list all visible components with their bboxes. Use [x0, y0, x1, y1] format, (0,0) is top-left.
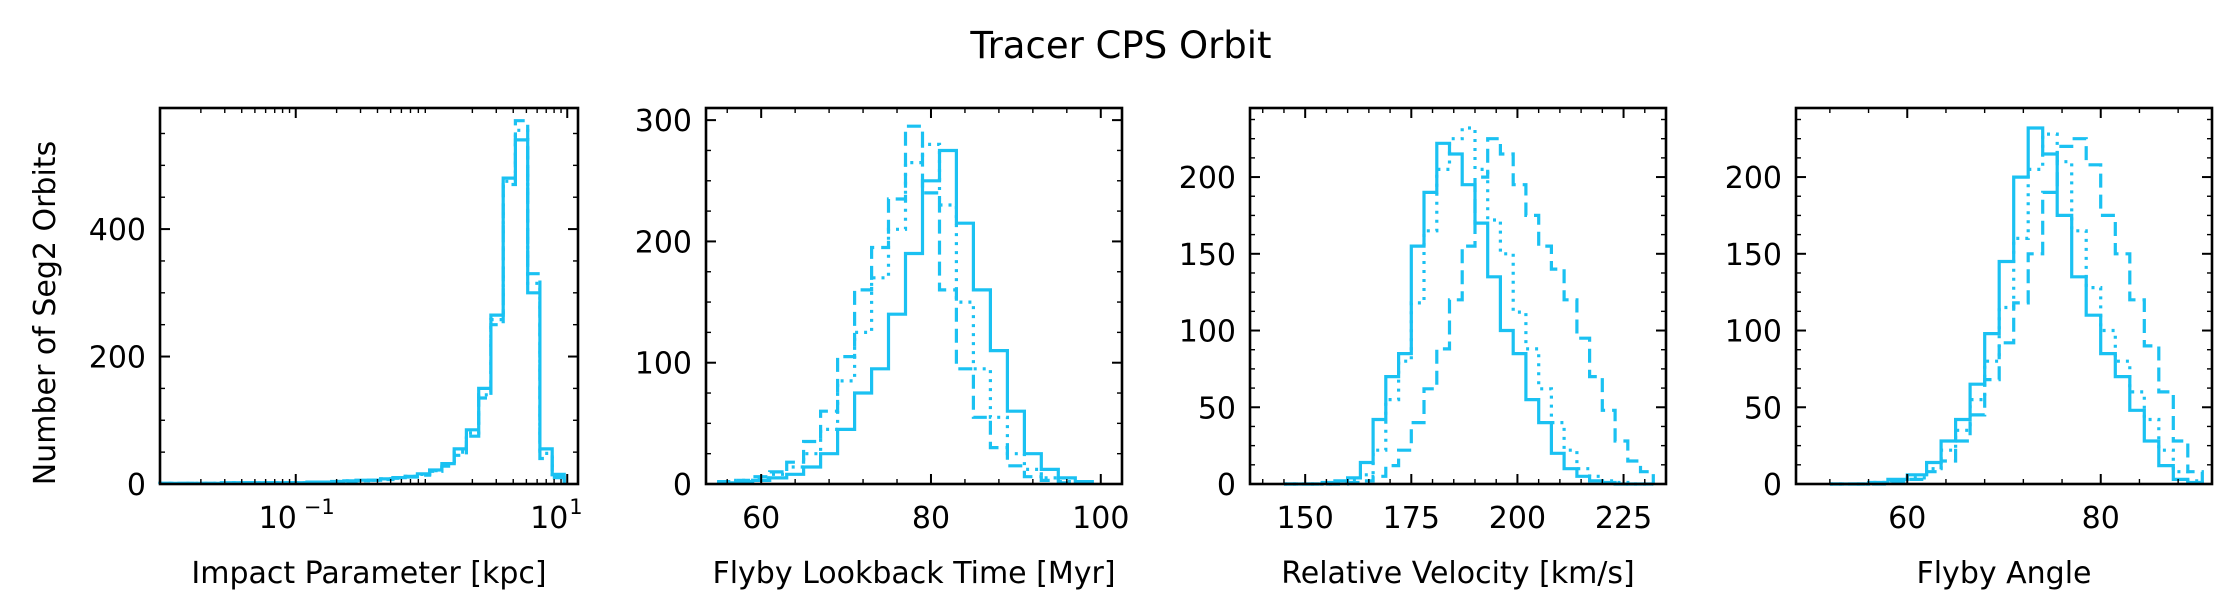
histogram-dotted-line [1829, 132, 2204, 486]
histogram-dashed-line [1284, 137, 1655, 486]
y-tick-label: 50 [1744, 391, 1782, 426]
y-tick-label: 50 [1198, 391, 1236, 426]
y-tick-label: 100 [635, 347, 692, 382]
histogram-solid-line [1829, 126, 2204, 486]
x-tick-label: 60 [1888, 501, 1926, 536]
panel-relative-velocity-km-s: 0 50 100 150 200 150 175 200 225 Relative Velocit… [1179, 106, 1668, 591]
shared-y-axis-label: Number of Seg2 Orbits [28, 141, 63, 485]
histogram-dotted-line [158, 128, 566, 485]
x-tick-label: 175 [1383, 501, 1440, 536]
x-tick-label: 100 [1072, 501, 1129, 536]
y-tick-label: 200 [1179, 161, 1236, 196]
x-axis-label: Flyby Angle [1916, 556, 2091, 591]
axes-frame [158, 106, 580, 486]
y-tick-label: 0 [127, 468, 146, 503]
histogram-dashed-line [717, 124, 1094, 485]
y-tick-label: 150 [1179, 238, 1236, 273]
series-group [717, 124, 1094, 485]
y-tick-label: 400 [89, 213, 146, 248]
x-tick-label: 200 [1489, 501, 1546, 536]
series-group [1284, 126, 1655, 486]
axes-frame [1248, 106, 1668, 486]
x-tick-label: 80 [2082, 501, 2120, 536]
y-tick-label: 100 [1725, 315, 1782, 350]
axes-frame [704, 106, 1124, 486]
x-axis-label: Flyby Lookback Time [Myr] [712, 556, 1115, 591]
y-tick-label: 200 [635, 225, 692, 260]
series-group [1829, 126, 2204, 486]
y-tick-label: 0 [673, 468, 692, 503]
x-axis-label: Relative Velocity [km/s] [1281, 556, 1634, 591]
x-tick-label: 10 [530, 501, 568, 536]
x-tick-label-exponent: 1 [569, 495, 582, 519]
axes-frame [1794, 106, 2214, 486]
panel-flyby-lookback-time-myr: 0 100 200 300 60 80 100 Flyby Lookback Time [My… [635, 104, 1130, 591]
ticks: 0 50 100 150 200 60 80 [1725, 108, 2212, 536]
x-tick-label: 80 [912, 501, 950, 536]
ticks: 0 50 100 150 200 150 175 200 225 [1179, 108, 1667, 536]
figure-title: Tracer CPS Orbit [969, 24, 1271, 67]
y-tick-label: 300 [635, 104, 692, 139]
y-tick-label: 200 [89, 341, 146, 376]
x-tick-label: 225 [1595, 501, 1652, 536]
histogram-solid-line [1284, 141, 1654, 486]
series-group [158, 119, 566, 485]
x-axis-label: Impact Parameter [kpc] [191, 556, 546, 591]
histogram-solid-line [717, 148, 1094, 485]
y-tick-label: 0 [1763, 468, 1782, 503]
x-tick-label: 10 [259, 501, 297, 536]
x-tick-label: 60 [742, 501, 780, 536]
x-tick-label-exponent: −1 [304, 495, 335, 519]
panel-flyby-angle: 0 50 100 150 200 60 80 Flyby Angle [1725, 106, 2214, 591]
histogram-dashed-line [1829, 137, 2204, 486]
y-tick-label: 0 [1217, 468, 1236, 503]
y-tick-label: 200 [1725, 161, 1782, 196]
y-tick-label: 100 [1179, 315, 1236, 350]
ticks: 0 100 200 300 60 80 100 [635, 104, 1130, 536]
y-tick-label: 150 [1725, 238, 1782, 273]
x-tick-label: 150 [1277, 501, 1334, 536]
histogram-dotted-line [1284, 126, 1654, 486]
